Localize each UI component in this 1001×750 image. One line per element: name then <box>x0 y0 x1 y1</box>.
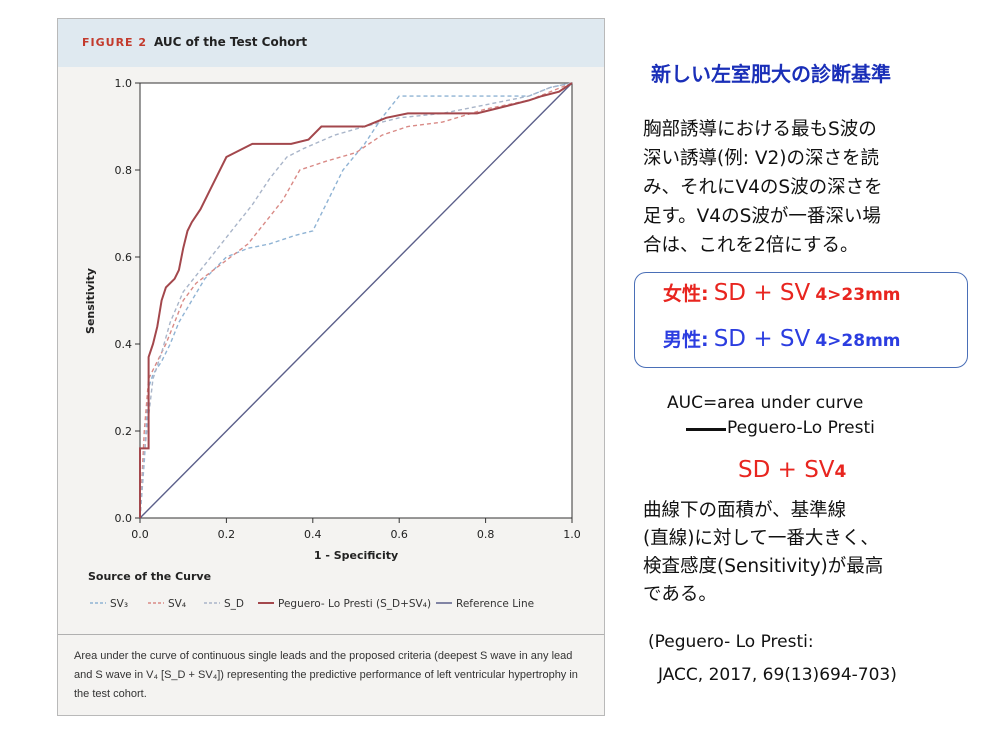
legend-title: Source of the Curve <box>88 570 211 583</box>
para2-line: である。 <box>643 584 717 605</box>
female-threshold: 4>23mm <box>815 285 901 305</box>
y-tick-label: 0.2 <box>115 425 133 438</box>
peguero-label: Peguero-Lo Presti <box>727 418 875 438</box>
legend: SV₃ SV₄ S_D Peguero- Lo Presti (S_D+SV₄) Ref… <box>90 598 534 610</box>
series-line-0 <box>139 82 573 519</box>
figure-caption: Area under the curve of continuous singl… <box>74 650 578 700</box>
x-tick-label: 0.4 <box>304 528 322 541</box>
y-tick-label: 0.8 <box>115 164 133 177</box>
x-tick-label: 0.0 <box>131 528 149 541</box>
peguero-line-swatch <box>686 428 726 431</box>
figure-panel: FIGURE 2 AUC of the Test Cohort 0.0 0.2 0.… <box>57 18 605 716</box>
para2-line: (直線)に対して一番大きく、 <box>643 528 879 549</box>
male-threshold: 4>28mm <box>815 331 901 351</box>
female-formula: SD + SV <box>713 280 811 306</box>
figure-header: FIGURE 2 AUC of the Test Cohort <box>58 19 604 67</box>
notes-paragraph-2: 曲線下の面積が、基準線 (直線)に対して一番大きく、 検査感度(Sensitiv… <box>643 497 973 609</box>
x-tick-label: 0.8 <box>477 528 495 541</box>
peguero-formula: SD + SV4 <box>738 457 846 483</box>
female-label: 女性: <box>663 283 709 305</box>
legend-label-1: SV₄ <box>168 598 186 610</box>
series-line-4 <box>139 82 573 519</box>
y-tick-label: 0.6 <box>115 251 133 264</box>
peguero-formula-main: SD + SV <box>738 457 835 483</box>
peguero-formula-sub: 4 <box>834 462 847 482</box>
y-tick-label: 1.0 <box>115 77 133 90</box>
auc-definition: AUC=area under curve <box>667 393 864 413</box>
para-line: 胸部誘導における最もS波の <box>643 119 877 140</box>
legend-label-4: Reference Line <box>456 598 534 610</box>
male-formula: SD + SV <box>713 326 811 352</box>
x-axis-label: 1 - Specificity <box>314 549 398 562</box>
series-line-3 <box>139 82 573 518</box>
criteria-female: 女性: SD + SV 4>23mm <box>663 279 901 306</box>
legend-label-0: SV₃ <box>110 598 128 610</box>
male-label: 男性: <box>663 329 709 351</box>
legend-label-3: Peguero- Lo Presti (S_D+SV₄) <box>278 598 431 610</box>
para-line: み、それにV4のS波の深さを <box>643 177 883 198</box>
notes-title: 新しい左室肥大の診断基準 <box>651 62 891 86</box>
para-line: 足す。V4のS波が一番深い場 <box>643 206 881 227</box>
x-tick-label: 1.0 <box>563 528 581 541</box>
figure-label: FIGURE 2 <box>82 36 148 49</box>
figure-title: AUC of the Test Cohort <box>154 35 308 49</box>
x-tick-label: 0.6 <box>390 528 408 541</box>
roc-chart: 0.0 0.2 0.4 0.6 0.8 1.0 0.0 0.2 0.4 0.6 0.8 1.0 Sen… <box>84 77 581 610</box>
para2-line: 曲線下の面積が、基準線 <box>643 500 847 521</box>
caption-divider <box>58 634 604 635</box>
para-line: 合は、これを2倍にする。 <box>643 235 859 256</box>
para-line: 深い誘導(例: V2)の深さを読 <box>643 148 879 169</box>
notes-paragraph: 胸部誘導における最もS波の 深い誘導(例: V2)の深さを読 み、それにV4のS… <box>643 115 963 260</box>
y-tick-label: 0.0 <box>115 512 133 525</box>
legend-label-2: S_D <box>224 598 244 610</box>
axis-ticks: 0.0 0.2 0.4 0.6 0.8 1.0 0.0 0.2 0.4 0.6 0.8 1.0 <box>115 77 581 541</box>
para2-line: 検査感度(Sensitivity)が最高 <box>643 556 884 577</box>
series-lines <box>139 82 573 519</box>
reference-line-1: (Peguero- Lo Presti: <box>648 632 814 652</box>
criteria-male: 男性: SD + SV 4>28mm <box>663 325 901 352</box>
x-tick-label: 0.2 <box>218 528 236 541</box>
y-axis-label: Sensitivity <box>84 268 97 334</box>
reference-line-2: JACC, 2017, 69(13)694-703) <box>658 665 897 685</box>
y-tick-label: 0.4 <box>115 338 133 351</box>
criteria-box: 女性: SD + SV 4>23mm 男性: SD + SV 4>28mm <box>634 272 968 368</box>
series-line-2 <box>139 82 573 519</box>
